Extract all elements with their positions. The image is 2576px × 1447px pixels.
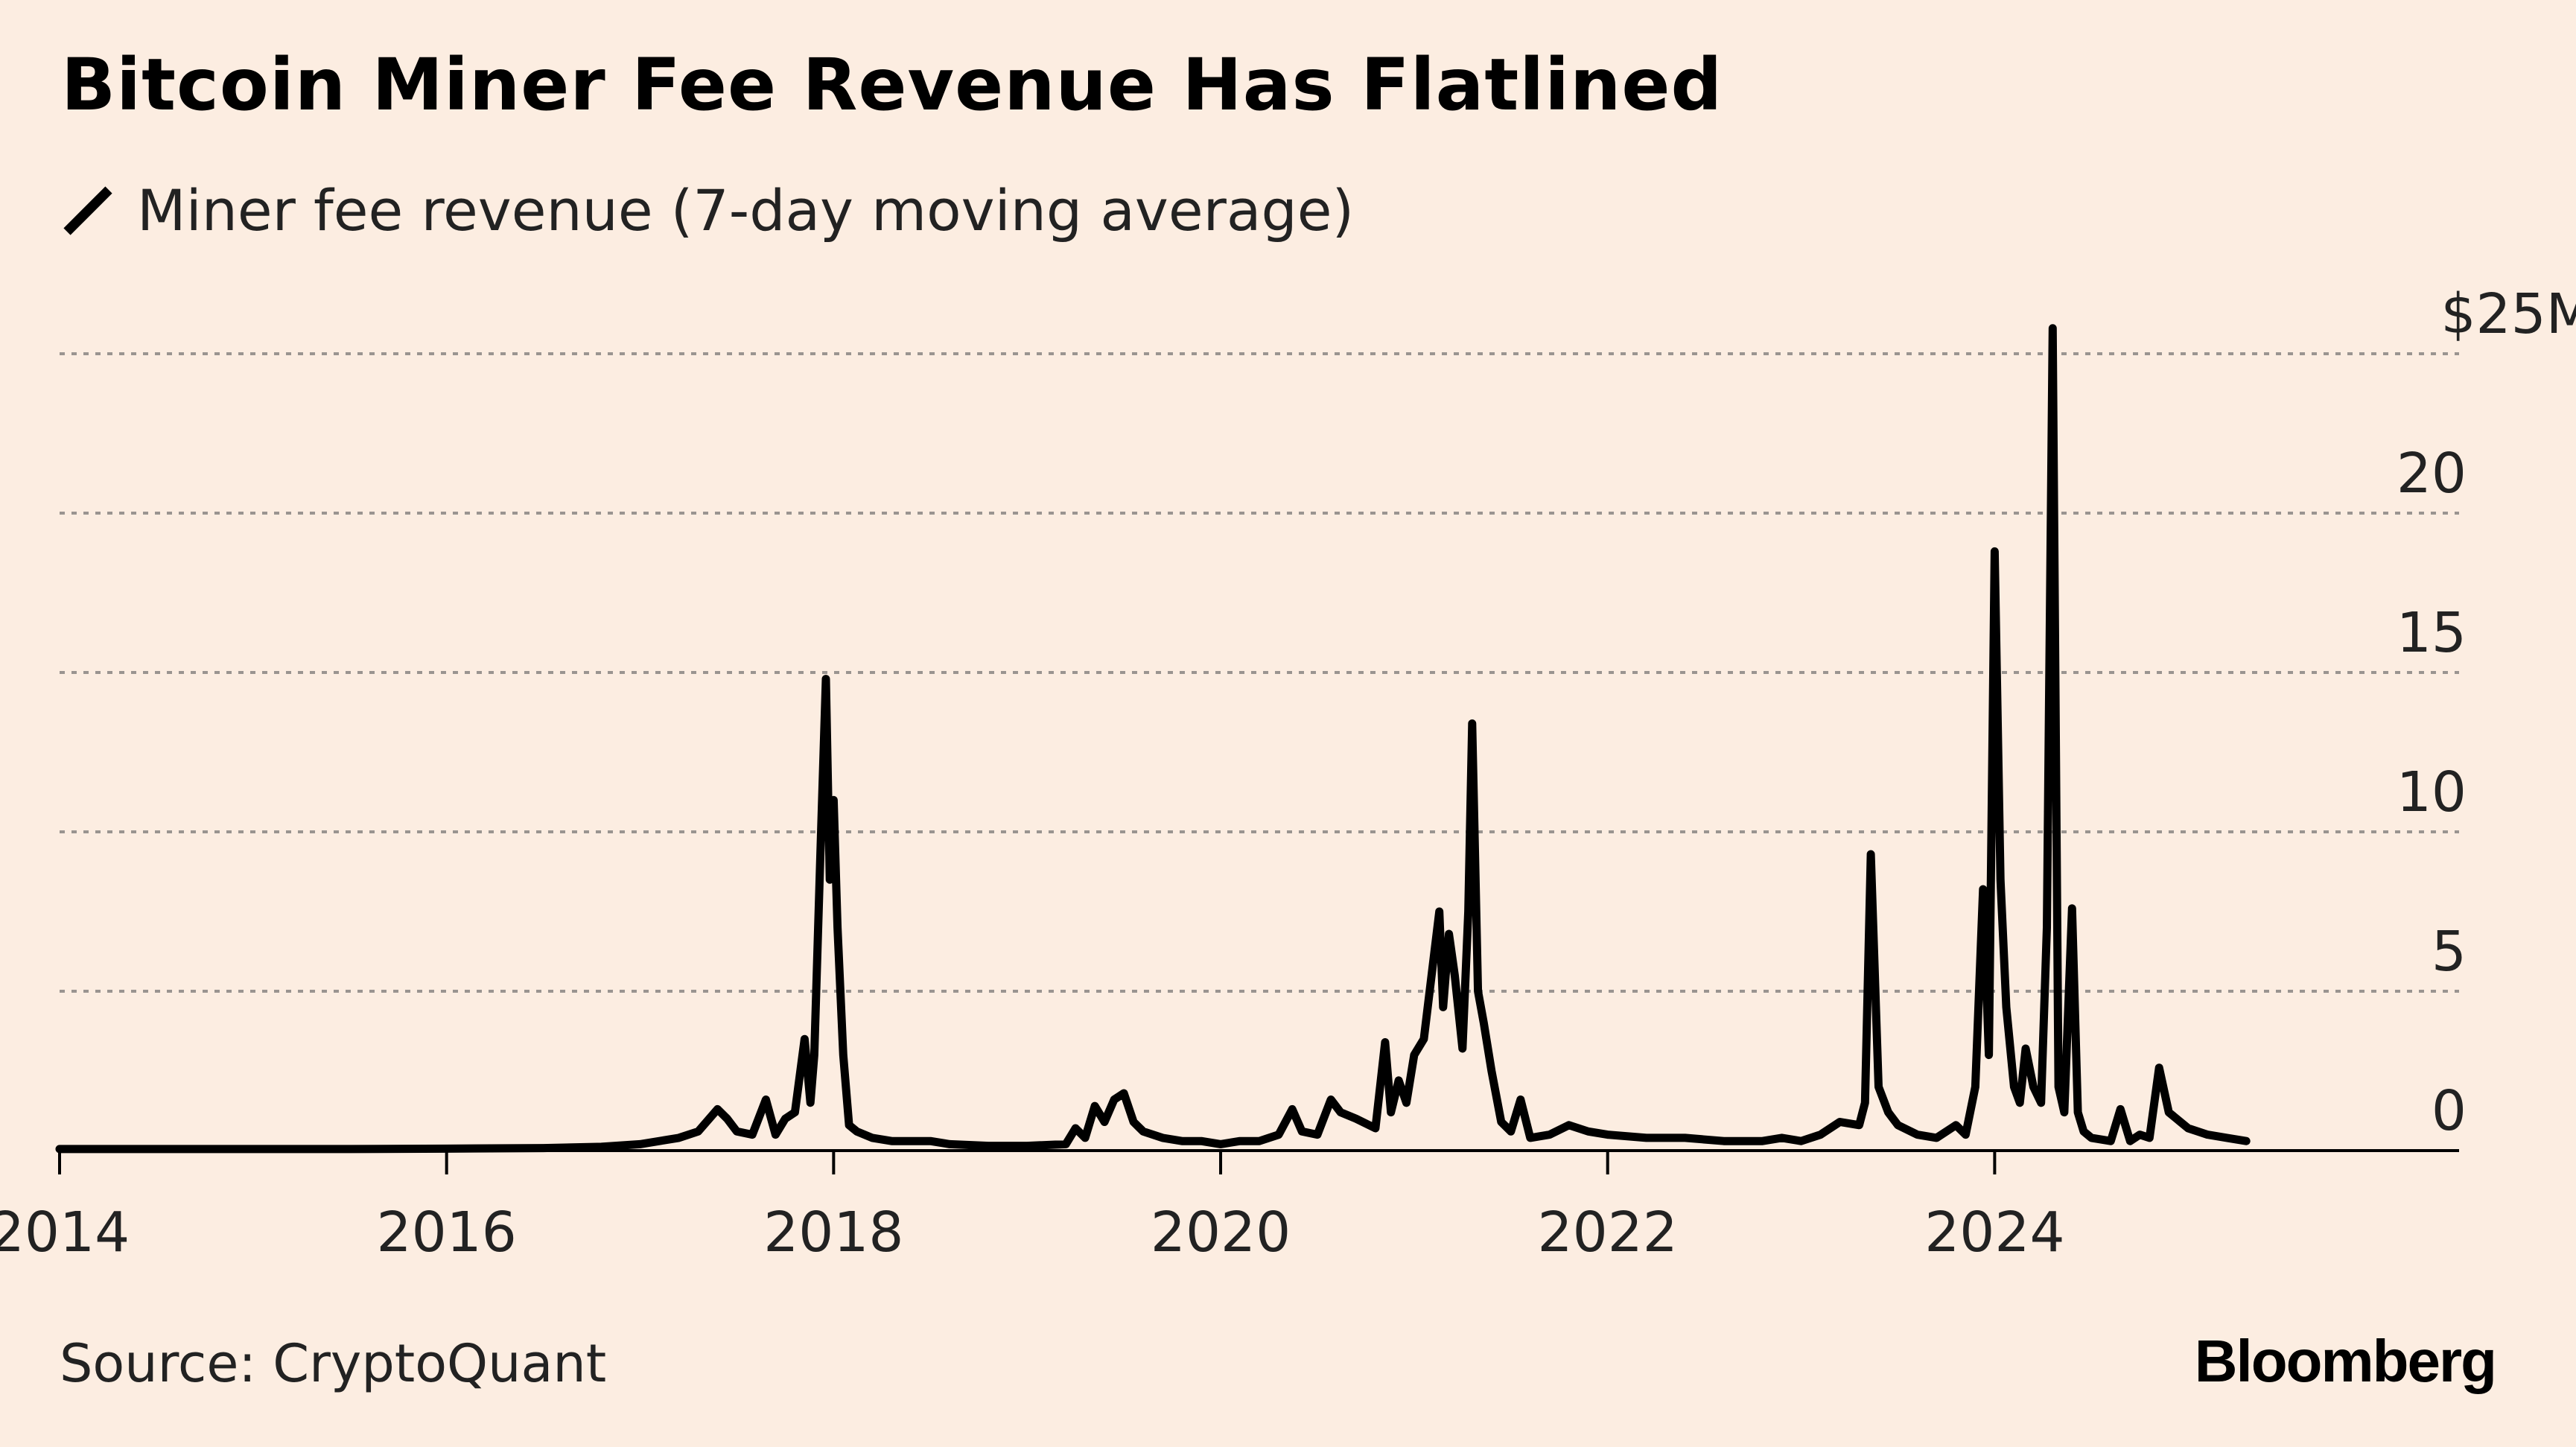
chart-title: Bitcoin Miner Fee Revenue Has Flatlined <box>61 43 1723 127</box>
gridlines <box>60 352 2459 993</box>
legend-label: Miner fee revenue (7-day moving average) <box>137 177 1355 244</box>
x-tick-label-2018: 2018 <box>763 1200 903 1265</box>
x-axis <box>58 1149 2459 1174</box>
bloomberg-logo: Bloomberg <box>2194 1328 2497 1394</box>
x-tick-label-2022: 2022 <box>1538 1200 1678 1265</box>
y-tick-label-5: 5 <box>2432 920 2467 984</box>
x-tick-label-2020: 2020 <box>1151 1200 1291 1265</box>
legend-line-swatch-icon <box>63 185 112 235</box>
y-tick-label-0: 0 <box>2432 1079 2467 1143</box>
legend: Miner fee revenue (7-day moving average) <box>61 177 1354 244</box>
series-line-fee-revenue <box>55 324 2251 1154</box>
y-tick-label-15: 15 <box>2397 601 2467 665</box>
y-tick-label-20: 20 <box>2397 442 2467 506</box>
x-tick-label-2016: 2016 <box>377 1200 517 1265</box>
source-note: Source: CryptoQuant <box>60 1333 607 1394</box>
series-layer <box>55 324 2251 1154</box>
y-axis-labels: 0 5 10 15 20 $25M <box>2397 282 2576 1143</box>
x-axis-labels: 2014 2016 2018 2020 2022 2024 <box>0 1200 2065 1265</box>
y-tick-label-25: $25M <box>2440 282 2576 346</box>
y-tick-label-10: 10 <box>2397 760 2467 824</box>
x-tick-label-2014: 2014 <box>0 1200 130 1265</box>
x-tick-label-2024: 2024 <box>1924 1200 2064 1265</box>
